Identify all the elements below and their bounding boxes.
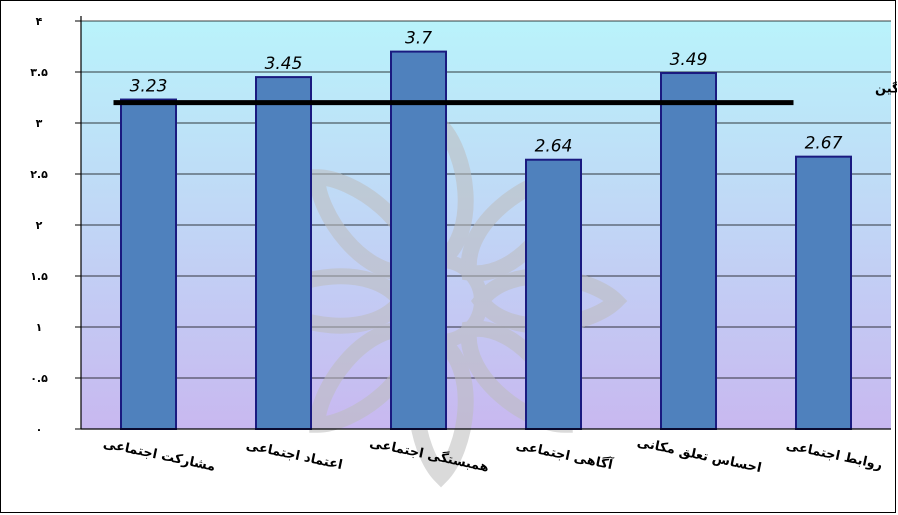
data-label: 3.7 (405, 29, 432, 49)
bar (390, 50, 447, 430)
bar (660, 72, 717, 431)
y-tick-label: ۴ (36, 15, 43, 28)
category-label: روابط اجتماعی (785, 438, 884, 473)
data-label: 3.49 (670, 50, 708, 70)
bar (795, 155, 852, 430)
category-label: آگاهی اجتماعی (515, 436, 615, 473)
category-label: احساس تعلق مکانی (636, 435, 763, 476)
y-tick-label: ۰ (36, 423, 43, 436)
y-tick-label: ۱.۵ (30, 270, 48, 283)
data-label: 3.45 (265, 54, 303, 74)
reference-line-label: خط میانگین (875, 81, 897, 97)
y-tick-label: ۱ (36, 321, 43, 334)
y-tick-labels: ۰ ۰.۵ ۱ ۱.۵ ۲ ۲.۵ ۳ ۳.۵ ۴ (30, 15, 81, 436)
axes (80, 16, 891, 430)
watermark-petal (470, 268, 628, 334)
bars (120, 50, 852, 431)
category-labels: مشارکت اجتماعی اعتماد اجتماعی همبستگی اجتم… (102, 435, 884, 476)
y-tick-label: ۲.۵ (30, 168, 48, 181)
data-label: 2.67 (805, 134, 843, 154)
y-tick-label: ۰.۵ (30, 372, 48, 385)
bar (525, 158, 582, 430)
data-labels: 3.23 3.45 3.7 2.64 3.49 2.67 (130, 29, 843, 157)
category-label: اعتماد اجتماعی (245, 438, 344, 473)
reference-line-group: خط میانگین (113, 81, 897, 106)
bar (255, 76, 312, 430)
y-tick-label: ۳.۵ (30, 66, 48, 79)
data-label: 3.23 (130, 77, 168, 97)
y-tick-label: ۳ (36, 117, 43, 130)
watermark-petal-stroke (470, 268, 628, 334)
bar (120, 98, 177, 430)
category-label: مشارکت اجتماعی (102, 436, 217, 474)
y-tick-label: ۲ (36, 219, 43, 232)
data-label: 2.64 (535, 137, 573, 157)
